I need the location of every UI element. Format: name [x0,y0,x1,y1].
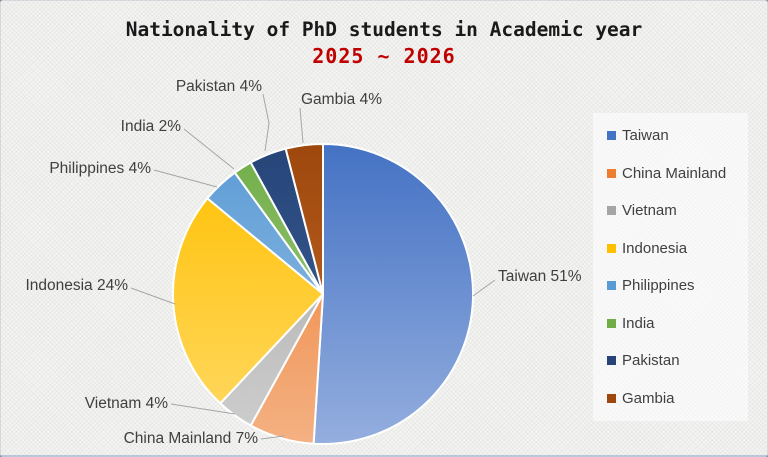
legend-item-china-mainland[interactable]: China Mainland [607,166,748,181]
legend-label-philippines: Philippines [622,277,695,295]
leader-line-pakistan [262,93,270,152]
chart-title-line2: 2025 ~ 2026 [312,44,456,68]
legend-item-philippines[interactable]: Philippines [607,278,748,293]
legend-item-gambia[interactable]: Gambia [607,391,748,406]
data-label-pakistan: Pakistan 4% [176,78,262,95]
legend-swatch-taiwan [607,131,616,141]
legend-label-indonesia: Indonesia [622,239,688,257]
legend-swatch-gambia [607,393,616,403]
chart-legend: Taiwan China Mainland Vietnam Indonesia Phil… [593,113,748,421]
pie-slice-gambia[interactable] [284,143,324,295]
legend-swatch-indonesia [607,243,616,253]
chart-title-line1: Nationality of PhD students in Academic … [125,18,643,41]
data-label-india: India 2% [121,118,182,135]
legend-label-gambia: Gambia [622,389,675,407]
leader-line-gambia [299,107,304,144]
leader-line-indonesia [130,287,176,305]
pie-slice-taiwan[interactable] [312,143,474,445]
legend-item-pakistan[interactable]: Pakistan [607,353,748,368]
data-label-vietnam: Vietnam 4% [85,395,169,412]
data-label-taiwan: Taiwan 51% [498,268,582,285]
legend-label-taiwan: Taiwan [622,127,669,145]
chart-title: Nationality of PhD students in Academic … [1,18,767,68]
legend-swatch-china-mainland [607,168,616,178]
legend-swatch-pakistan [607,356,616,366]
legend-label-india: India [622,314,655,332]
leader-line-taiwan [472,279,496,297]
legend-item-taiwan[interactable]: Taiwan [607,128,748,143]
data-label-gambia: Gambia 4% [301,91,382,108]
legend-label-pakistan: Pakistan [622,352,680,370]
data-label-philippines: Philippines 4% [49,160,151,177]
leader-line-vietnam [170,403,236,415]
leader-line-china-mainland [260,435,285,440]
leader-line-philippines [153,169,218,188]
data-label-indonesia: Indonesia 24% [25,277,128,294]
legend-label-china-mainland: China Mainland [622,164,727,182]
legend-item-indonesia[interactable]: Indonesia [607,241,748,256]
legend-swatch-vietnam [607,206,616,216]
leader-line-india [183,128,235,170]
data-label-china-mainland: China Mainland 7% [124,430,259,447]
legend-item-india[interactable]: India [607,316,748,331]
legend-label-vietnam: Vietnam [622,202,677,220]
legend-item-vietnam[interactable]: Vietnam [607,203,748,218]
legend-swatch-india [607,318,616,328]
legend-swatch-philippines [607,281,616,291]
